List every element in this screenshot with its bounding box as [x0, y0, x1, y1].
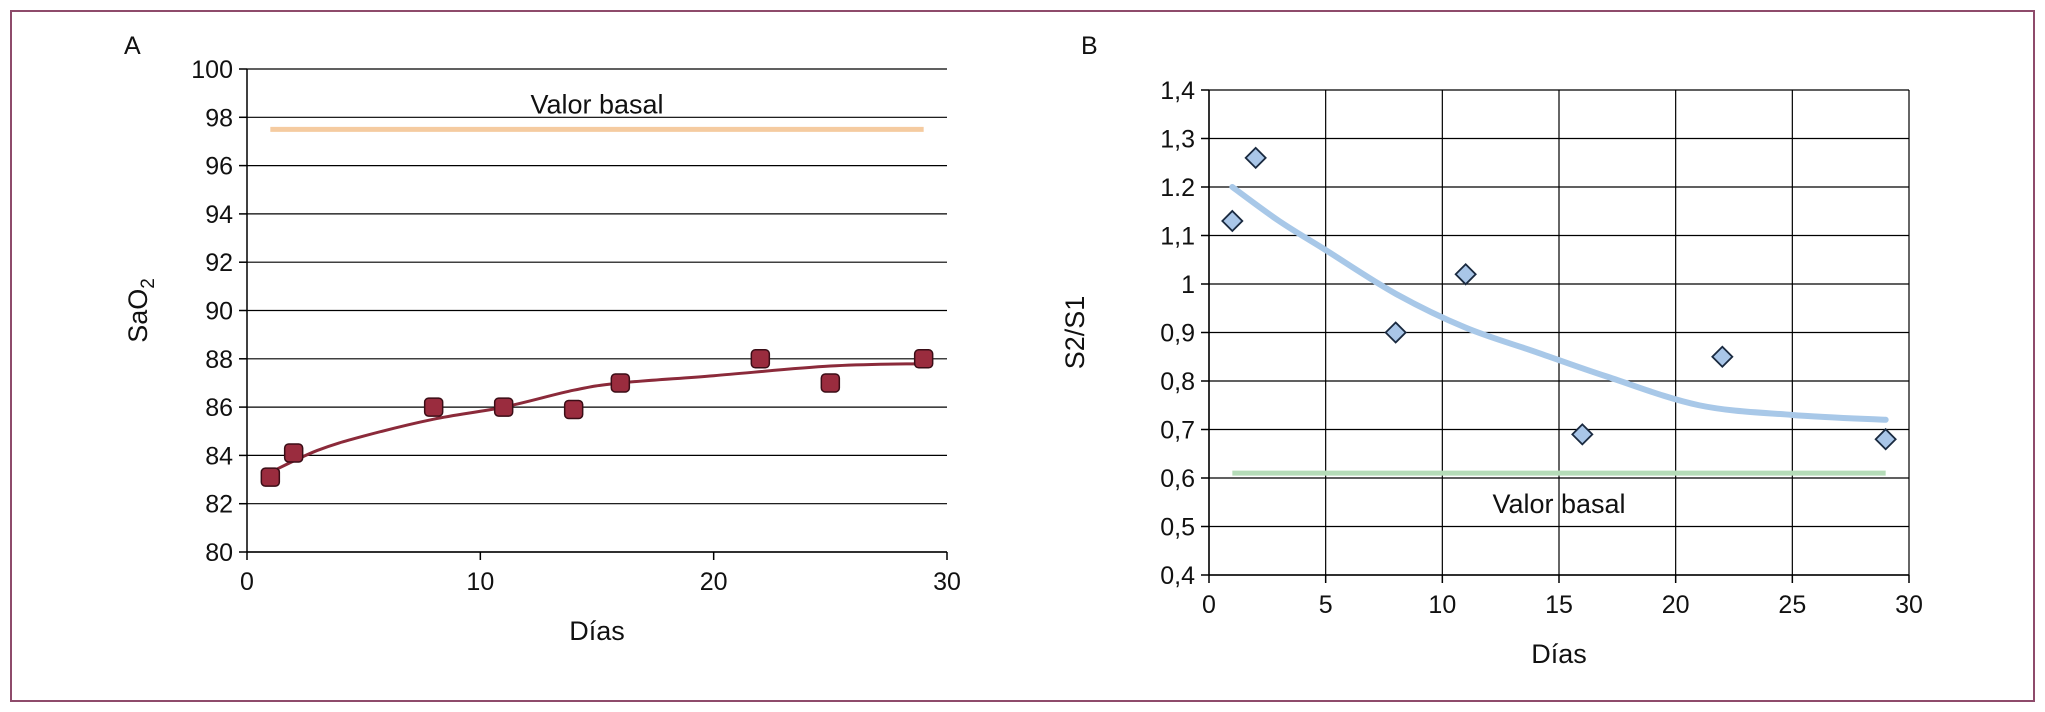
y-tick-label: 0,5	[1160, 514, 1195, 542]
x-tick-label: 20	[1662, 591, 1690, 619]
y-tick-label: 92	[205, 249, 233, 277]
y-tick-label: 1	[1181, 271, 1195, 299]
y-tick-label: 80	[205, 539, 233, 567]
data-point	[1244, 146, 1267, 170]
data-point	[820, 373, 841, 393]
y-tick-label: 0,7	[1160, 417, 1195, 445]
data-point	[1221, 209, 1244, 233]
data-point	[1384, 321, 1407, 344]
data-point	[1711, 345, 1734, 369]
data-point	[493, 397, 514, 417]
x-tick-label: 0	[1202, 591, 1216, 619]
data-point	[913, 349, 934, 369]
y-axis-title: S2/S1	[1060, 296, 1090, 370]
panel-label: A	[124, 32, 141, 60]
y-tick-label: 1,1	[1160, 223, 1195, 251]
y-tick-label: 0,9	[1160, 320, 1195, 348]
x-tick-label: 30	[933, 568, 961, 596]
y-tick-label: 88	[205, 346, 233, 374]
baseline-label: Valor basal	[1492, 489, 1625, 519]
y-tick-label: 0,8	[1160, 368, 1195, 396]
x-axis-title: Días	[1531, 639, 1587, 669]
y-tick-label: 0,6	[1160, 465, 1195, 493]
data-point	[563, 399, 584, 420]
data-point	[750, 349, 771, 369]
chart-panel-a: A 80 82 84 86 88 90 92 94 96 98 100 0 10 20 30 Días SaO2 V…	[123, 32, 961, 646]
trend-line	[1229, 184, 1889, 423]
x-tick-label: 25	[1778, 591, 1806, 619]
y-tick-label: 82	[205, 491, 233, 519]
trend-line	[268, 362, 926, 474]
data-point	[1874, 427, 1897, 451]
y-tick-label: 1.2	[1160, 174, 1195, 202]
data-point	[423, 397, 444, 417]
x-tick-label: 5	[1319, 591, 1333, 619]
data-point	[260, 467, 281, 487]
baseline-label: Valor basal	[530, 89, 663, 119]
y-axis-title: SaO2	[123, 278, 159, 343]
y-tick-label: 0,4	[1160, 562, 1195, 590]
x-tick-label: 30	[1895, 591, 1923, 619]
figure-frame: A 80 82 84 86 88 90 92 94 96 98 100 0 10 20 30 Días SaO2 V…	[10, 10, 2035, 702]
x-tick-label: 10	[1428, 591, 1456, 619]
x-tick-label: 10	[466, 568, 494, 596]
y-tick-label: 96	[205, 153, 233, 181]
data-point	[283, 443, 304, 463]
y-tick-label: 1,4	[1160, 77, 1195, 105]
y-tick-label: 84	[205, 442, 233, 470]
x-tick-label: 0	[240, 568, 254, 596]
x-tick-label: 20	[700, 568, 728, 596]
y-tick-label: 94	[205, 201, 233, 229]
panel-label: B	[1081, 32, 1098, 60]
data-point	[1454, 263, 1477, 286]
y-axis-title-subscript: 2	[138, 278, 159, 289]
x-tick-label: 15	[1545, 591, 1573, 619]
y-tick-label: 90	[205, 298, 233, 326]
x-axis-title: Días	[569, 616, 625, 646]
y-tick-label: 100	[191, 56, 233, 84]
y-tick-label: 1,3	[1160, 126, 1195, 154]
data-point	[610, 373, 631, 393]
chart-panel-b: B 0,4 0,5 0,6 0,7 0,8 0,9 1 1,1 1.2 1,3 1,4 0 5 10 15 20…	[1060, 32, 1923, 669]
y-tick-label: 86	[205, 394, 233, 422]
y-tick-label: 98	[205, 104, 233, 132]
data-point	[1571, 423, 1594, 446]
